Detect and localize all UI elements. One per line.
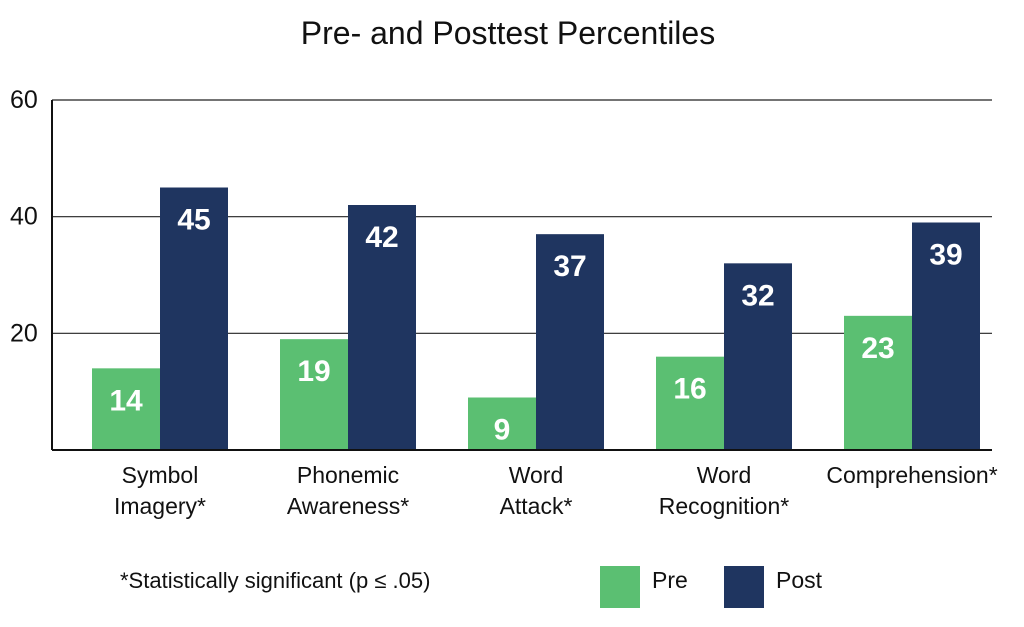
bar-pre (280, 339, 348, 450)
x-category-label: Imagery* (114, 493, 206, 519)
x-category-label: Attack* (500, 493, 573, 519)
x-category-label: Symbol (122, 462, 199, 488)
legend-label-pre: Pre (652, 567, 688, 593)
bar-labels: 14 45 19 42 9 37 16 32 23 39 (109, 204, 962, 447)
bar-post (912, 222, 980, 450)
bar-value-label: 9 (494, 414, 511, 447)
bar-value-label: 23 (861, 332, 894, 365)
x-category-label: Comprehension* (826, 462, 997, 488)
x-category-label: Word (697, 462, 752, 488)
bar-post (536, 234, 604, 450)
bar-post (348, 205, 416, 450)
bar-post (160, 187, 228, 450)
bar-value-label: 32 (741, 279, 774, 312)
chart-title: Pre- and Posttest Percentiles (301, 15, 715, 51)
bar-value-label: 45 (177, 204, 210, 237)
bar-value-label: 14 (109, 384, 143, 417)
footnote: *Statistically significant (p ≤ .05) (120, 568, 430, 593)
legend-swatch-pre (600, 566, 640, 608)
legend: Pre Post (600, 566, 823, 608)
x-category-label: Awareness* (287, 493, 409, 519)
x-category-label: Word (509, 462, 564, 488)
legend-swatch-post (724, 566, 764, 608)
y-tick-label: 60 (10, 86, 38, 114)
y-tick-label: 40 (10, 203, 38, 231)
x-category-label: Recognition* (659, 493, 789, 519)
bar-pre (92, 368, 160, 450)
bar-value-label: 19 (297, 355, 330, 388)
bar-pre (656, 356, 724, 450)
y-axis-ticks: 20 40 60 (10, 86, 38, 347)
x-category-label: Phonemic (297, 462, 399, 488)
bar-pre (844, 315, 912, 450)
x-axis-categories: Symbol Imagery* Phonemic Awareness* Word Atta… (114, 462, 998, 519)
y-tick-label: 20 (10, 319, 38, 347)
bar-value-label: 42 (365, 221, 398, 254)
bar-value-label: 16 (673, 373, 706, 406)
legend-label-post: Post (776, 567, 823, 593)
bar-post (724, 263, 792, 450)
bars (92, 187, 980, 450)
bar-pre (468, 397, 536, 450)
bar-value-label: 37 (553, 250, 586, 283)
bar-value-label: 39 (929, 239, 962, 272)
